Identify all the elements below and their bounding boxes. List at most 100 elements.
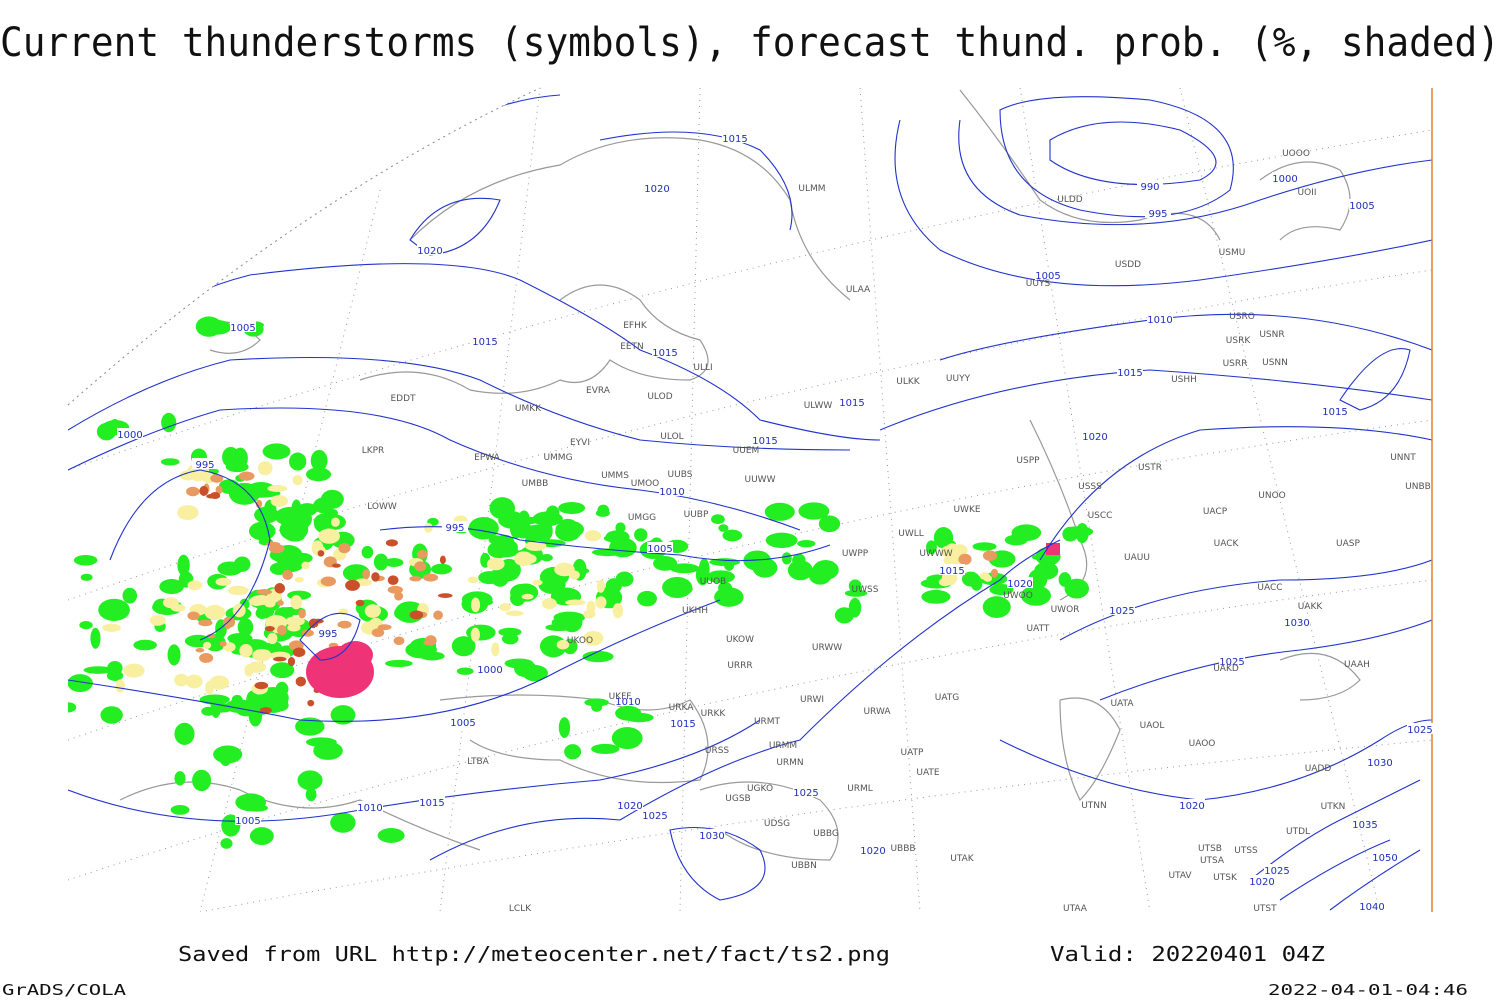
coastline — [359, 371, 561, 394]
isobar-label-bg — [670, 717, 696, 728]
isobar-line — [299, 612, 361, 661]
shade-blob — [558, 502, 586, 514]
shade-blob — [371, 572, 380, 582]
shade-blob — [320, 576, 336, 587]
station-label: UAKD — [1213, 664, 1239, 674]
shade-blob — [634, 528, 648, 542]
isobar-label-bg — [1007, 577, 1033, 588]
isobar-label: 1015 — [419, 798, 444, 809]
isobar-line — [999, 96, 1234, 218]
isobar-label-bg — [1284, 616, 1310, 627]
station-label: ULLI — [693, 363, 712, 373]
shade-blob — [238, 471, 255, 481]
shade-blob — [219, 640, 227, 647]
isobar-label: 1015 — [939, 566, 964, 577]
isobar-label-bg — [839, 396, 865, 407]
station-label: UUBS — [668, 470, 693, 480]
isobar-label: 1030 — [1367, 758, 1392, 769]
isobar-label: 1015 — [1117, 368, 1142, 379]
isobar-label: 1030 — [699, 831, 724, 842]
shade-blob — [259, 707, 272, 714]
isobar-line — [1339, 348, 1411, 411]
station-label: USCC — [1088, 511, 1113, 521]
shade-blob — [201, 706, 216, 716]
shade-blob — [305, 787, 317, 802]
shade-blob — [385, 539, 398, 547]
shade-blob — [195, 647, 205, 653]
shade-blob — [268, 543, 285, 554]
shade-blob — [615, 522, 626, 533]
shade-blob — [490, 568, 509, 587]
station-label: UMGG — [628, 513, 656, 523]
shade-blob — [532, 579, 543, 586]
isobar-label-bg — [417, 244, 443, 255]
isobar-label-bg — [1147, 313, 1173, 324]
station-label: LKPR — [362, 446, 385, 456]
isobar-label-bg — [450, 716, 476, 727]
station-label: UBBN — [791, 861, 817, 871]
station-label: ULOL — [660, 432, 683, 442]
station-label: URSS — [705, 746, 730, 756]
shade-blob — [263, 595, 280, 603]
shade-blob — [290, 595, 303, 610]
station-label: UNBB — [1405, 482, 1431, 492]
shade-blob — [556, 639, 570, 650]
shade-blob — [409, 610, 424, 620]
shade-blob — [269, 651, 291, 660]
shade-blob — [225, 461, 249, 473]
isobar-label: 1025 — [1109, 606, 1134, 617]
shade-blob — [1004, 534, 1028, 546]
station-label: USRK — [1226, 336, 1252, 346]
shade-blob — [921, 589, 951, 604]
shade-blob — [177, 505, 199, 521]
shade-blob — [262, 443, 291, 460]
shade-blob — [504, 511, 515, 527]
shade-blob — [521, 593, 534, 600]
shade-blob — [394, 607, 406, 619]
station-label: UWLL — [898, 529, 924, 539]
shade-blob — [264, 626, 275, 632]
shade-blob — [470, 627, 480, 642]
isobar-label-bg — [357, 801, 383, 812]
station-label: ULAA — [846, 285, 871, 295]
shade-blob — [470, 597, 481, 613]
valid-time: Valid: 20220401 04Z — [1050, 942, 1325, 966]
shade-blob — [174, 673, 189, 687]
shade-blob — [317, 550, 325, 557]
isobar-label: 1020 — [1082, 432, 1107, 443]
shade-blob — [308, 618, 319, 629]
shade-blob — [743, 550, 772, 571]
shade-blob — [797, 539, 816, 548]
shade-blob — [818, 515, 841, 533]
isobar-label: 1025 — [1407, 725, 1432, 736]
graticule-line — [68, 419, 1432, 741]
station-label: UWWW — [919, 549, 952, 559]
shade-blob — [123, 663, 145, 678]
isobar-label: 1020 — [1007, 579, 1032, 590]
shade-blob — [294, 576, 304, 583]
station-label: EYVI — [570, 438, 590, 448]
isobar-line — [1049, 121, 1217, 186]
shade-blob — [73, 554, 98, 566]
shade-blob — [297, 770, 323, 791]
station-label: UKFF — [609, 692, 632, 702]
isobar-label: 1035 — [1352, 820, 1377, 831]
shade-blob — [252, 648, 272, 662]
station-label: EETN — [620, 342, 644, 352]
shade-blob — [494, 534, 515, 550]
timestamp: 2022-04-01-04:46 — [1268, 981, 1468, 999]
shade-blob — [313, 497, 334, 514]
isobar-label-bg — [1407, 723, 1433, 734]
isobar-label-bg — [652, 346, 678, 357]
station-label: UTAK — [950, 854, 975, 864]
shade-blob — [80, 573, 93, 581]
shade-blob — [210, 474, 224, 483]
isobar-label-bg — [647, 542, 673, 553]
shade-blob — [192, 769, 212, 792]
isobar-line — [999, 719, 1432, 801]
shade-blob — [149, 615, 166, 626]
isobar-label-bg — [230, 321, 256, 332]
graticule-line — [199, 739, 1432, 912]
shade-blob — [83, 666, 114, 674]
